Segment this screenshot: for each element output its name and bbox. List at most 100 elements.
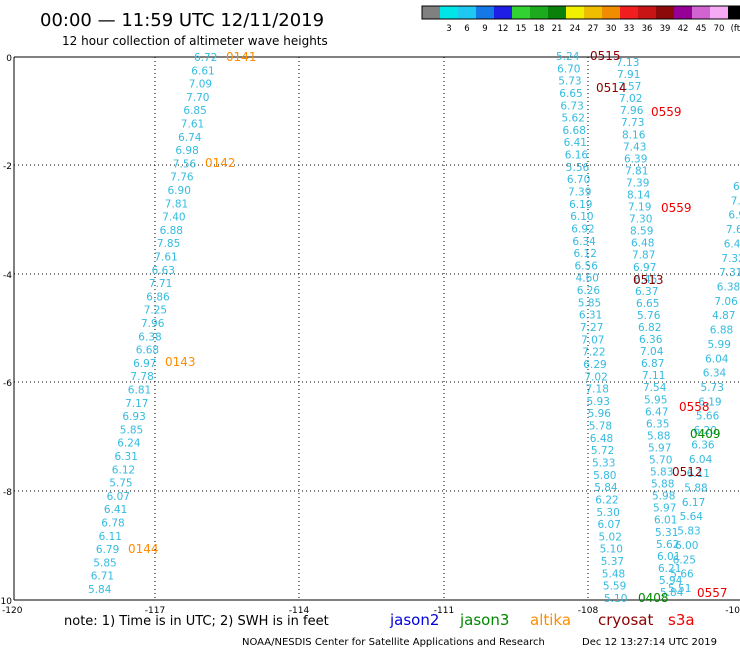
track-a-value: 5.78: [589, 421, 612, 433]
latitude-tick: 0: [6, 54, 12, 64]
track-a-value: 5.59: [603, 581, 626, 593]
track-a-value: 5.33: [592, 458, 615, 470]
left-track-value: 6.98: [175, 145, 198, 157]
track-a-value: 6.16: [565, 150, 589, 162]
left-track-value: 6.31: [115, 451, 138, 463]
track-b-value: 7.02: [619, 93, 642, 105]
track-a-value: 4.60: [576, 273, 599, 285]
left-track-value: 6.74: [178, 132, 202, 144]
legend-unit: (ft): [731, 24, 740, 34]
track-b-value: 5.94: [659, 575, 683, 587]
left-track-value: 6.11: [99, 531, 122, 543]
legend-swatch: [710, 6, 728, 19]
legend-swatch: [548, 6, 566, 19]
track-b-value: 7.11: [642, 370, 665, 382]
track-a-value: 5.30: [596, 507, 619, 519]
longitude-tick: -108: [578, 606, 599, 616]
pass-label-cryosat: 0514: [596, 81, 627, 95]
track-b-value: 5.70: [649, 455, 672, 467]
longitude-tick: -111: [434, 606, 454, 616]
track-b-value: 7.73: [621, 117, 644, 129]
track-b-value: 6.01: [654, 515, 677, 527]
legend-label: 6: [464, 24, 469, 34]
latitude-tick: -10: [0, 597, 12, 607]
track-c-value: 5.66: [696, 411, 720, 423]
track-b-value: 7.13: [616, 57, 639, 69]
legend-swatch: [602, 6, 620, 19]
left-track-value: 6.38: [138, 331, 161, 343]
track-b-value: 5.98: [652, 491, 675, 503]
left-track-value: 7.76: [170, 172, 194, 184]
track-b-value: 5.76: [637, 310, 661, 322]
left-track-value: 5.85: [93, 557, 116, 569]
track-c-value: 5.88: [684, 483, 707, 495]
left-track-value: 6.79: [96, 544, 119, 556]
left-track-value: 7.70: [186, 92, 209, 104]
pass-label-s3a: 0557: [697, 586, 728, 600]
satellite-name-cryosat: cryosat: [598, 611, 653, 629]
track-b-value: 7.87: [632, 250, 655, 262]
legend-swatch: [458, 6, 476, 19]
left-track-value: 6.71: [91, 571, 114, 583]
left-track-value: 7.56: [173, 158, 197, 170]
track-a-value: 5.93: [587, 396, 610, 408]
track-c-value: 7.06: [714, 296, 738, 308]
pass-label-jason3: 0409: [690, 427, 721, 441]
track-c-value: 6.88: [710, 325, 733, 337]
pass-label-altika: 0141: [226, 50, 257, 64]
track-b-value: 7.54: [643, 382, 667, 394]
legend-label: 15: [516, 24, 527, 34]
legend-swatch: [566, 6, 584, 19]
track-a-value: 6.07: [598, 519, 621, 531]
footer-credit: NOAA/NESDIS Center for Satellite Applica…: [242, 637, 545, 648]
satellite-name-jason2: jason2: [389, 611, 439, 629]
legend-swatch: [530, 6, 548, 19]
longitude-tick: -114: [289, 606, 310, 616]
left-track-value: 7.09: [189, 79, 212, 91]
left-track-value: 7.81: [165, 198, 188, 210]
legend-swatch: [692, 6, 710, 19]
pass-label-altika: 0142: [205, 156, 236, 170]
track-c-value: 6.04: [689, 454, 713, 466]
track-c-value: 5.64: [680, 511, 704, 523]
legend-label: 70: [714, 24, 725, 34]
track-b-value: 6.47: [645, 406, 668, 418]
track-b-value: 6.87: [641, 358, 664, 370]
track-a-value: 5.10: [600, 544, 623, 556]
pass-label-s3a: 0558: [679, 400, 710, 414]
legend-label: 42: [678, 24, 689, 34]
legend-label: 33: [624, 24, 635, 34]
track-b-value: 6.48: [631, 238, 654, 250]
pass-label-altika: 0144: [128, 542, 159, 556]
left-track-value: 6.07: [107, 491, 130, 503]
track-c-value: 7.6: [726, 224, 740, 236]
pass-label-cryosat: 0513: [633, 273, 664, 287]
pass-label-s3a: 0559: [651, 105, 682, 119]
track-a-value: 5.72: [591, 445, 614, 457]
left-track-value: 7.78: [130, 371, 153, 383]
left-track-value: 6.63: [152, 265, 175, 277]
track-b-value: 6.65: [636, 298, 659, 310]
track-c-value: 6.11: [687, 468, 710, 480]
legend-label: 3: [446, 24, 451, 34]
footer-timestamp: Dec 12 13:27:14 UTC 2019: [582, 637, 717, 648]
track-b-value: 5.97: [648, 443, 671, 455]
left-track-value: 7.85: [157, 238, 180, 250]
left-track-value: 7.17: [125, 398, 148, 410]
track-b-value: 7.81: [625, 165, 648, 177]
note-text: note: 1) Time is in UTC; 2) SWH is in fe…: [64, 614, 329, 629]
track-a-value: 5.96: [588, 408, 612, 420]
gridlines: [14, 57, 740, 600]
track-a-value: 5.85: [578, 297, 601, 309]
pass-label-jason3: 0408: [638, 591, 669, 605]
track-a-value: 5.02: [599, 531, 622, 543]
longitude-tick: -120: [2, 606, 23, 616]
track-a-value: 6.48: [590, 433, 613, 445]
legend-label: 36: [642, 24, 653, 34]
track-b-value: 7.39: [626, 178, 649, 190]
legend-swatch: [476, 6, 494, 19]
map-title: 00:00 — 11:59 UTC 12/11/2019: [40, 10, 324, 31]
track-c-value: 6.17: [682, 497, 705, 509]
track-c-value: 5.99: [708, 339, 731, 351]
